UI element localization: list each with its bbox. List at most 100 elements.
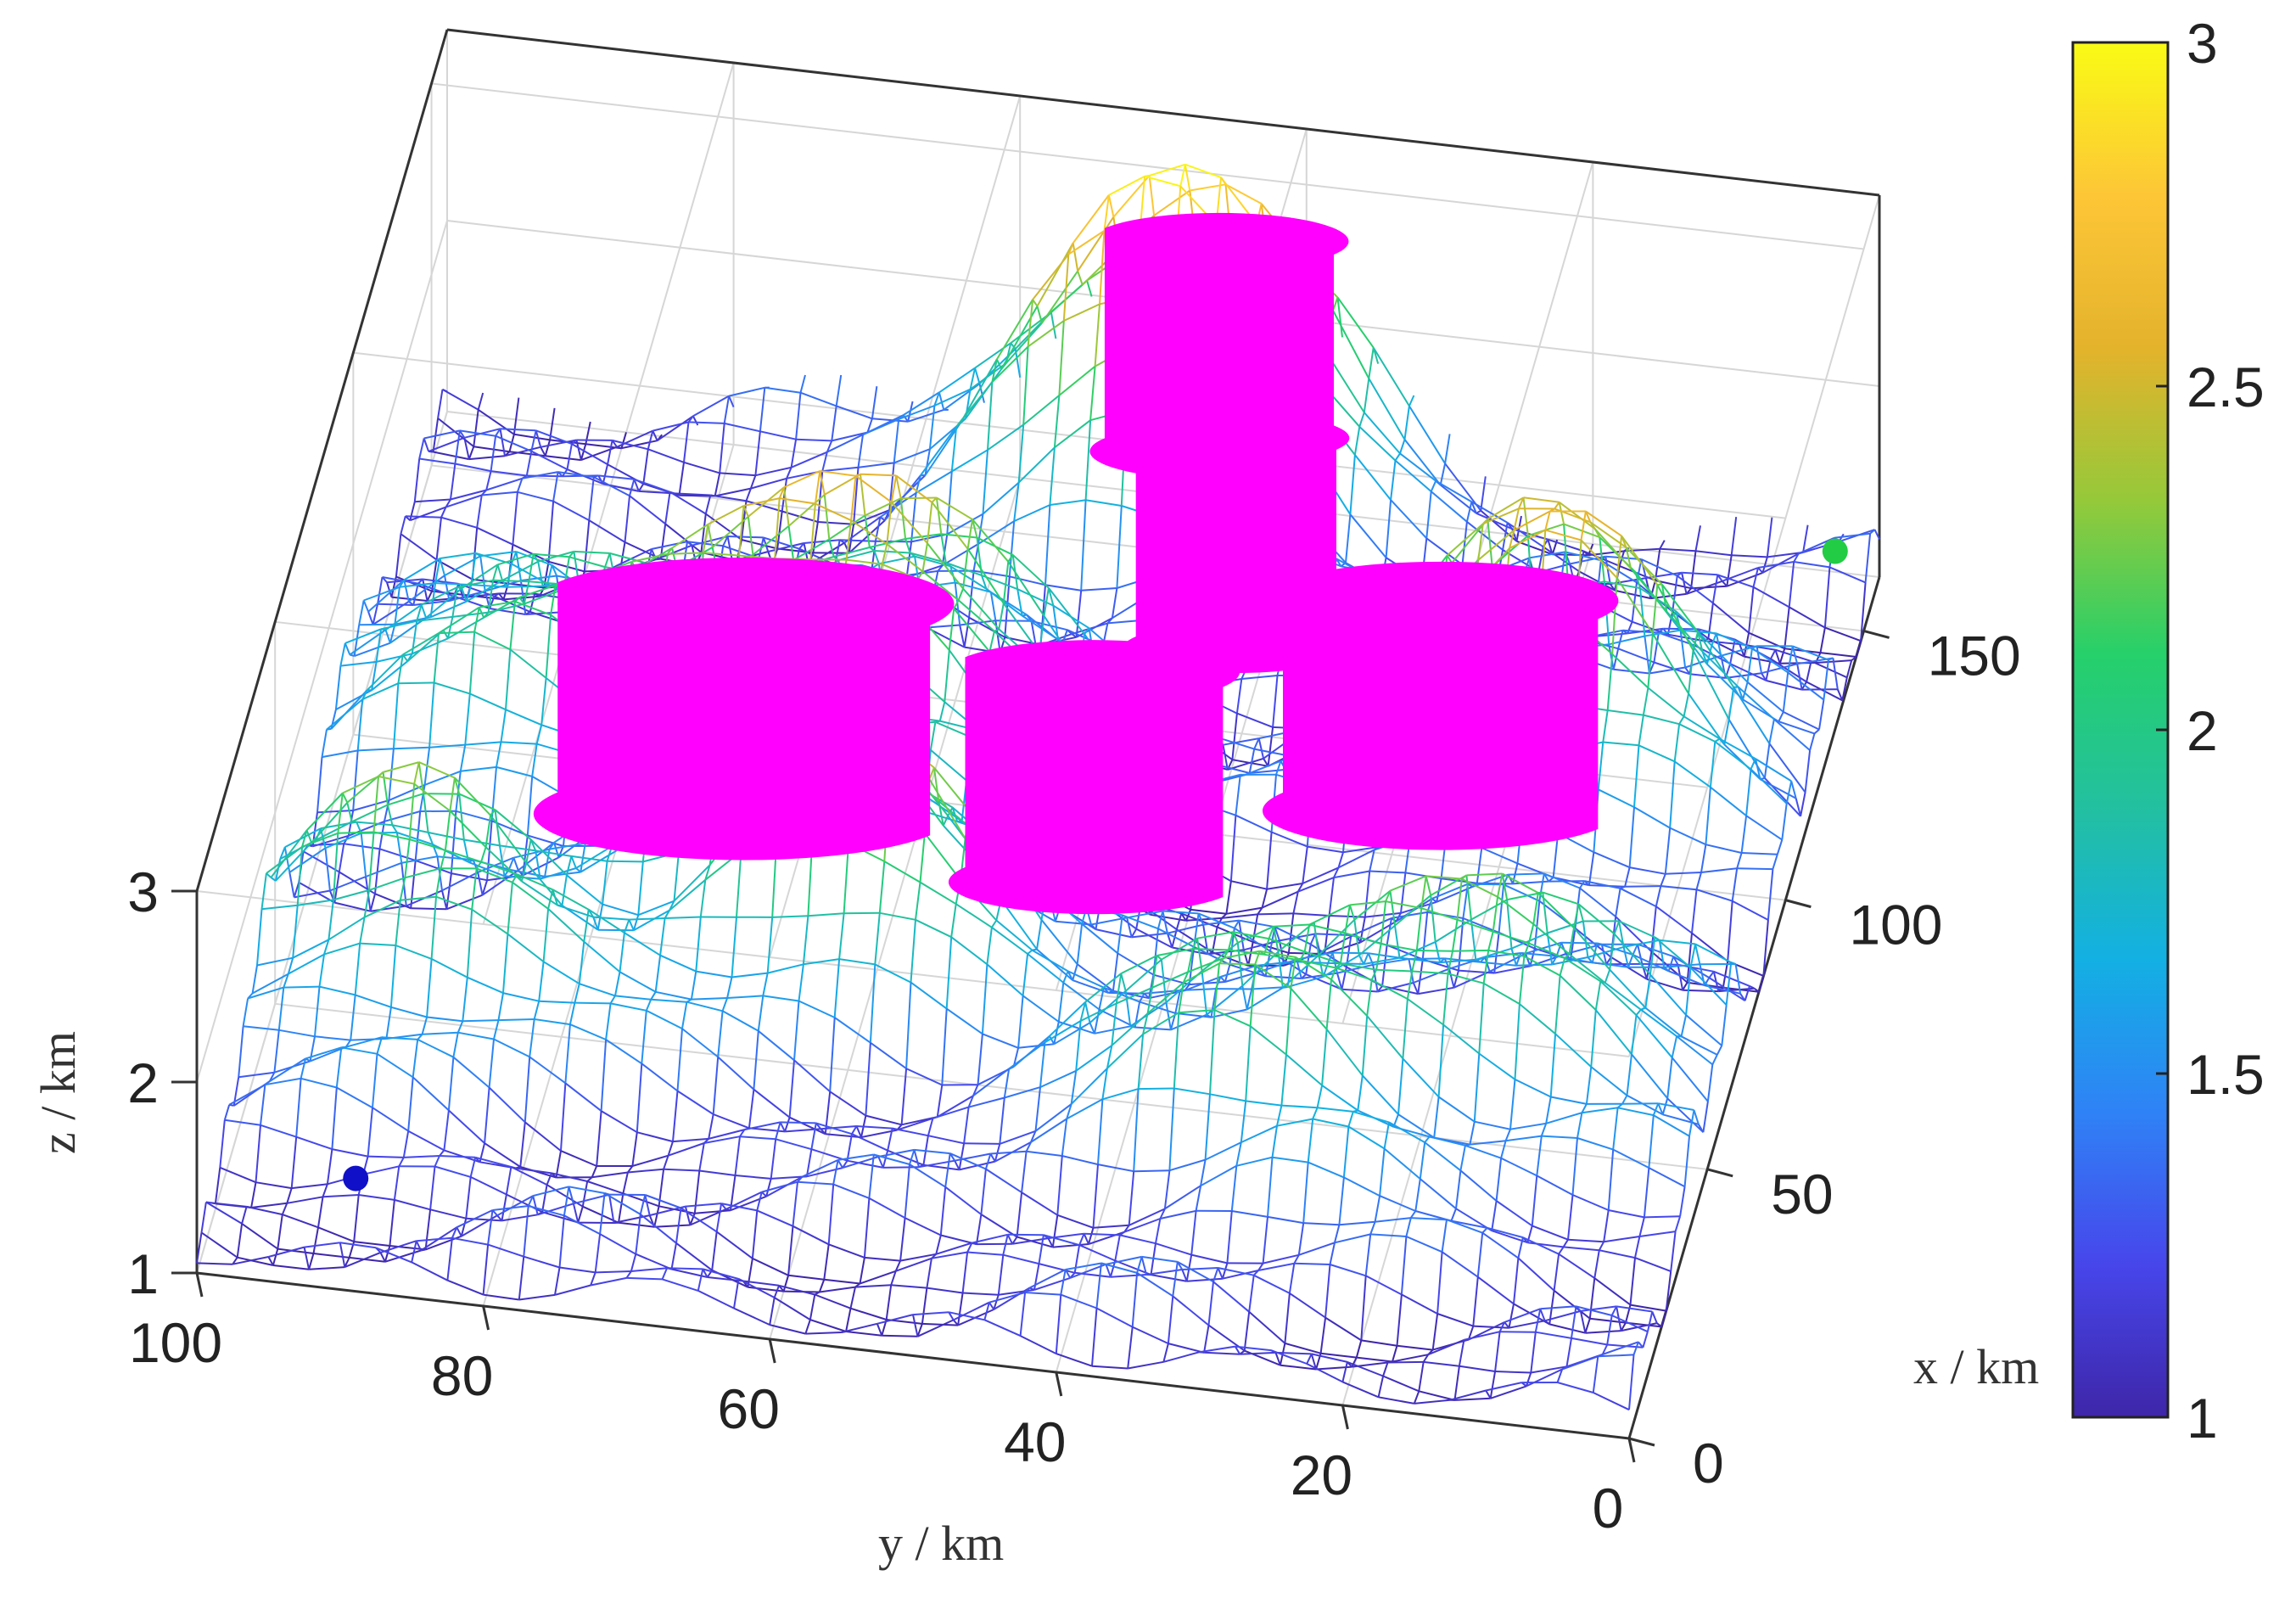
- mesh-line: [595, 1270, 631, 1274]
- mesh-line: [1276, 1118, 1313, 1127]
- colorbar-tick-label: 1: [2187, 1387, 2218, 1449]
- mesh-line: [995, 919, 1033, 951]
- mesh-line: [1661, 583, 1699, 633]
- mesh-line: [1425, 537, 1464, 566]
- mesh-line: [1054, 419, 1091, 449]
- mesh-line: [936, 1242, 972, 1255]
- mesh-line: [692, 395, 730, 418]
- mesh-line: [442, 606, 480, 631]
- mesh-line: [628, 919, 635, 931]
- mesh-line: [575, 845, 613, 869]
- axis-line: [1627, 576, 1881, 1439]
- mesh-line: [856, 1125, 893, 1130]
- mesh-line: [376, 653, 413, 663]
- mesh-line: [1688, 1109, 1695, 1136]
- mesh-line: [1379, 1148, 1386, 1197]
- mesh-line: [871, 386, 878, 419]
- mesh-line: [389, 945, 397, 1007]
- mesh-line: [369, 893, 376, 911]
- mesh-line: [381, 1036, 418, 1040]
- mesh-line: [998, 603, 1005, 630]
- mesh-line: [505, 649, 512, 710]
- mesh-line: [1513, 1258, 1520, 1304]
- mesh-line: [1654, 661, 1690, 676]
- mesh-line: [704, 495, 712, 514]
- mesh-line: [463, 437, 470, 460]
- mesh-line: [363, 889, 371, 917]
- mesh-line: [1434, 941, 1442, 963]
- mesh-line: [1650, 906, 1657, 952]
- mesh-line: [421, 586, 458, 606]
- mesh-line: [366, 653, 404, 692]
- mesh-line: [1818, 699, 1825, 730]
- mesh-line: [1519, 1003, 1556, 1034]
- mesh-line: [1183, 962, 1220, 984]
- mesh-line: [657, 415, 694, 442]
- mesh-line: [1141, 1255, 1178, 1263]
- mesh-line: [313, 1253, 350, 1259]
- mesh-line: [804, 539, 840, 544]
- mesh-line: [345, 1036, 383, 1048]
- mesh-line: [1595, 1009, 1632, 1055]
- mesh-line: [1441, 1220, 1448, 1253]
- mesh-line: [607, 860, 643, 863]
- mesh-line: [272, 1248, 279, 1266]
- mesh-line: [1160, 1209, 1196, 1220]
- mesh-line: [1004, 1086, 1041, 1099]
- mesh-line: [618, 1221, 655, 1228]
- mesh-line: [989, 592, 997, 621]
- mesh-line: [990, 1150, 1027, 1155]
- mesh-line: [1518, 956, 1526, 1005]
- mesh-line: [287, 1196, 323, 1204]
- mesh-line: [1072, 243, 1079, 272]
- mesh-line: [552, 889, 590, 911]
- mesh-line: [484, 1087, 490, 1144]
- mesh-line: [1362, 1074, 1399, 1115]
- mesh-line: [1465, 501, 1473, 523]
- mesh-line: [389, 617, 427, 644]
- mesh-line: [580, 444, 587, 461]
- mesh-line: [1425, 875, 1462, 880]
- mesh-line: [574, 1001, 611, 1005]
- mesh-line: [1058, 1021, 1095, 1034]
- mesh-line: [1685, 967, 1692, 1016]
- mesh-line: [363, 586, 400, 602]
- mesh-line: [842, 1156, 879, 1169]
- mesh-line: [1021, 1151, 1028, 1193]
- mesh-line: [358, 600, 365, 625]
- mesh-line: [1180, 912, 1218, 928]
- mesh-line: [418, 438, 425, 459]
- mesh-line: [1516, 540, 1554, 556]
- mesh-line: [654, 1224, 691, 1228]
- mesh-line: [1017, 995, 1024, 1048]
- mesh-line: [1602, 1341, 1639, 1355]
- mesh-line: [411, 1240, 417, 1263]
- mesh-line: [439, 1155, 476, 1158]
- mesh-line: [1436, 1313, 1474, 1327]
- mesh-line: [269, 1057, 306, 1082]
- mesh-line: [1473, 1053, 1481, 1122]
- mesh-line: [1380, 943, 1417, 951]
- mesh-line: [1453, 1365, 1460, 1401]
- mesh-line: [384, 603, 423, 631]
- mesh-line: [967, 1095, 974, 1107]
- mesh-line: [1151, 955, 1158, 988]
- mesh-line: [395, 900, 401, 946]
- mesh-line: [933, 392, 940, 407]
- mesh-line: [395, 945, 432, 960]
- mesh-line: [1008, 1041, 1045, 1070]
- mesh-line: [1582, 921, 1589, 958]
- mesh-line: [344, 642, 351, 655]
- mesh-line: [1307, 1119, 1314, 1163]
- mesh-line: [1455, 1170, 1462, 1209]
- mesh-line: [544, 440, 552, 457]
- mesh-line: [1408, 395, 1415, 407]
- mesh-line: [1762, 919, 1769, 976]
- mesh-line: [1775, 648, 1812, 663]
- mesh-line: [1669, 761, 1676, 828]
- mesh-line: [1212, 927, 1218, 953]
- mesh-line: [1600, 944, 1608, 965]
- mesh-line: [1413, 1390, 1420, 1405]
- mesh-line: [1370, 969, 1378, 981]
- mesh-line: [1625, 547, 1632, 569]
